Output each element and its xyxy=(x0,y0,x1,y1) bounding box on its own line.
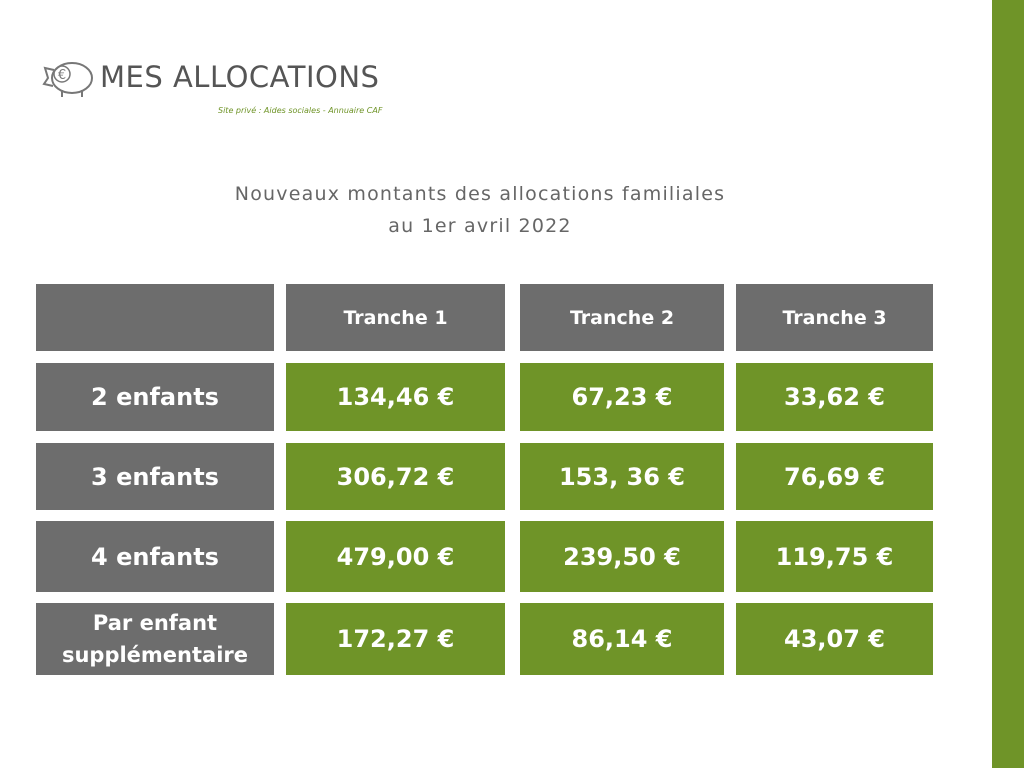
value-cell: 239,50 € xyxy=(520,521,724,592)
value-cell: 134,46 € xyxy=(286,363,505,431)
value-cell: 479,00 € xyxy=(286,521,505,592)
value-cell: 76,69 € xyxy=(736,443,933,510)
value-cell: 172,27 € xyxy=(286,603,505,675)
side-bar xyxy=(992,0,1024,768)
column-header: Tranche 2 xyxy=(520,284,724,351)
row-label: Par enfant supplémentaire xyxy=(36,603,274,675)
row-label: 2 enfants xyxy=(36,363,274,431)
header-blank xyxy=(36,284,274,351)
value-cell: 43,07 € xyxy=(736,603,933,675)
row-label: 4 enfants xyxy=(36,521,274,592)
value-cell: 86,14 € xyxy=(520,603,724,675)
tagline: Site privé : Aides sociales - Annuaire C… xyxy=(218,106,383,115)
value-cell: 119,75 € xyxy=(736,521,933,592)
column-header: Tranche 1 xyxy=(286,284,505,351)
column-header: Tranche 3 xyxy=(736,284,933,351)
value-cell: 67,23 € xyxy=(520,363,724,431)
title: Nouveaux montants des allocations famili… xyxy=(100,178,860,242)
svg-text:€: € xyxy=(58,68,66,83)
title-line: au 1er avril 2022 xyxy=(388,215,572,237)
value-cell: 33,62 € xyxy=(736,363,933,431)
value-cell: 153, 36 € xyxy=(520,443,724,510)
title-line: Nouveaux montants des allocations famili… xyxy=(234,183,726,205)
logo-text: MES ALLOCATIONS xyxy=(100,60,380,94)
value-cell: 306,72 € xyxy=(286,443,505,510)
logo-icon: € xyxy=(42,62,93,97)
row-label: 3 enfants xyxy=(36,443,274,510)
